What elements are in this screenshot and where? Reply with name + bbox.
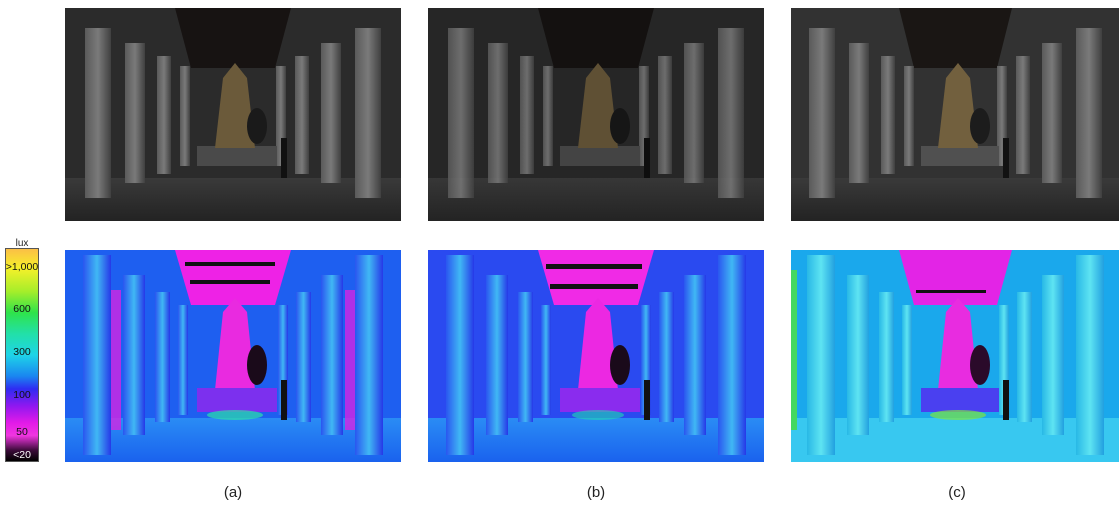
caption-c: (c) — [948, 484, 966, 501]
color-scale-bar — [5, 248, 39, 462]
photo-panel-a — [65, 8, 401, 221]
falsecolor-panel-b — [428, 250, 764, 462]
photo-panel-b — [428, 8, 764, 221]
caption-a: (a) — [223, 484, 243, 501]
falsecolor-panel-c — [791, 250, 1119, 462]
photo-panel-c — [791, 8, 1119, 221]
scale-tick-100: 100 — [13, 389, 31, 401]
scale-tick-50: 50 — [16, 426, 28, 438]
scale-tick-20: <20 — [13, 449, 31, 461]
scale-tick-600: 600 — [13, 303, 31, 315]
falsecolor-panel-a — [65, 250, 401, 462]
scale-unit-label: lux — [15, 238, 29, 249]
scale-tick-300: 300 — [13, 346, 31, 358]
scale-tick-1000: >1,000 — [5, 261, 39, 273]
caption-b: (b) — [586, 484, 606, 501]
